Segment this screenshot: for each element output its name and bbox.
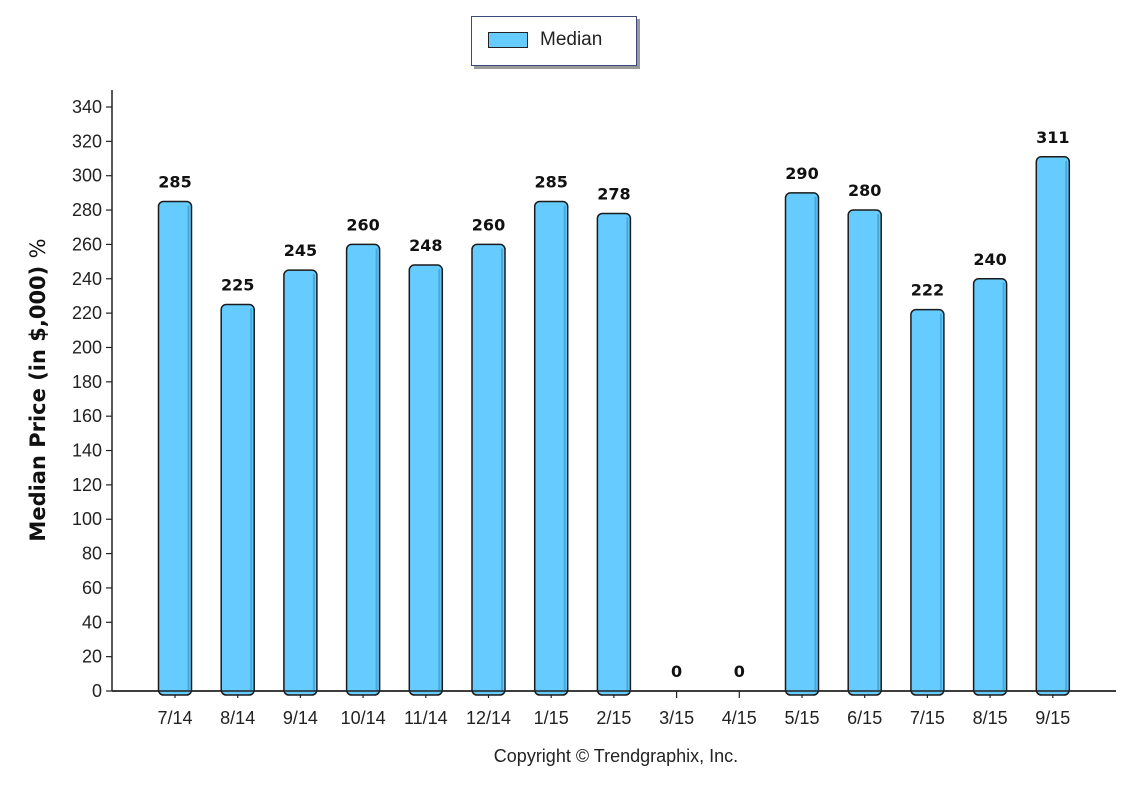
legend: Median	[471, 16, 637, 66]
y-axis-unit: %	[26, 238, 50, 259]
y-tick-label: 280	[72, 200, 102, 220]
bar	[910, 308, 945, 696]
bar	[784, 192, 820, 696]
y-tick-label: 100	[72, 509, 102, 529]
x-tick-label: 4/15	[722, 708, 757, 728]
y-tick-label: 340	[72, 97, 102, 117]
x-tick-label: 11/14	[404, 708, 448, 728]
data-label: 311	[1036, 128, 1069, 147]
x-tick-label: 8/14	[220, 708, 255, 728]
bar	[345, 243, 381, 696]
bar	[408, 264, 444, 696]
x-tick-label: 9/15	[1035, 708, 1070, 728]
bar	[220, 303, 255, 696]
x-tick-label: 10/14	[341, 708, 386, 728]
y-tick-label: 60	[82, 578, 102, 598]
data-label: 278	[597, 184, 630, 203]
bar	[283, 269, 318, 696]
y-tick-label: 300	[72, 166, 102, 186]
y-tick-label: 20	[82, 647, 102, 667]
data-label: 280	[848, 181, 881, 200]
x-tick-label: 9/14	[283, 708, 318, 728]
y-tick-label: 40	[82, 612, 102, 632]
data-label: 290	[785, 164, 818, 183]
x-tick-label: 1/15	[534, 708, 569, 728]
data-label: 285	[158, 172, 191, 191]
data-label: 285	[534, 172, 567, 191]
bar	[596, 212, 632, 696]
data-label: 0	[734, 662, 745, 681]
x-tick-label: 6/15	[847, 708, 882, 728]
data-label: 240	[973, 250, 1006, 269]
x-tick-label: 2/15	[596, 708, 631, 728]
x-tick-label: 7/15	[910, 708, 945, 728]
bar	[1035, 156, 1071, 696]
bar	[972, 278, 1008, 696]
bar	[533, 200, 569, 696]
y-tick-label: 0	[92, 681, 102, 701]
data-label: 248	[409, 236, 442, 255]
bar	[157, 200, 193, 696]
data-label: 222	[911, 281, 944, 300]
y-tick-label: 160	[72, 406, 102, 426]
x-tick-label: 7/14	[157, 708, 192, 728]
bar	[471, 243, 506, 696]
data-label: 225	[221, 276, 254, 295]
data-label: 0	[671, 662, 682, 681]
y-tick-label: 80	[82, 544, 102, 564]
y-tick-label: 120	[72, 475, 102, 495]
y-tick-label: 140	[72, 441, 102, 461]
y-tick-label: 200	[72, 337, 102, 357]
legend-swatch-median	[488, 32, 528, 48]
y-tick-label: 260	[72, 234, 102, 254]
data-label: 245	[284, 241, 317, 260]
y-tick-label: 180	[72, 372, 102, 392]
data-label: 260	[346, 215, 379, 234]
x-tick-label: 12/14	[466, 708, 511, 728]
legend-label-median: Median	[540, 29, 603, 50]
x-tick-label: 3/15	[659, 708, 694, 728]
y-axis-label: Median Price (in $,000)	[26, 265, 50, 542]
y-tick-label: 240	[72, 269, 102, 289]
x-tick-label: 8/15	[973, 708, 1008, 728]
y-axis-title: Median Price (in $,000) %	[26, 238, 50, 541]
bar	[847, 209, 882, 696]
data-label: 260	[472, 215, 505, 234]
x-tick-label: 5/15	[784, 708, 819, 728]
y-tick-label: 220	[72, 303, 102, 323]
copyright-text: Copyright © Trendgraphix, Inc.	[493, 746, 739, 766]
y-tick-label: 320	[72, 131, 102, 151]
